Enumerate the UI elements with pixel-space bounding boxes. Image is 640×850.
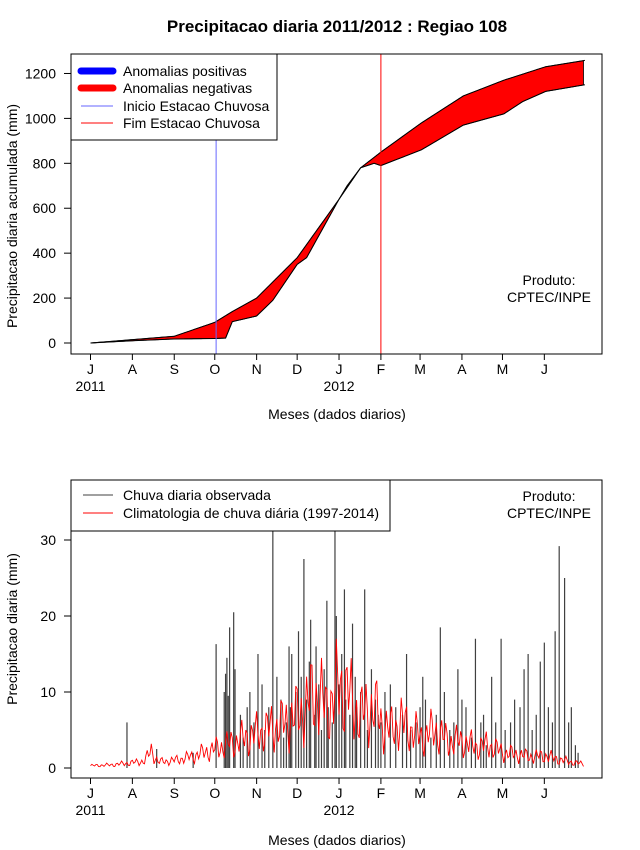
daily-annotation-line1: Produto: bbox=[523, 488, 576, 504]
cumulative-x-tick-label: D bbox=[292, 361, 302, 377]
daily-legend: Chuva diaria observada Climatologia de c… bbox=[70, 479, 391, 532]
legend-climatology-label: Climatologia de chuva diária (1997-2014) bbox=[123, 505, 379, 521]
daily-x-tick-label: A bbox=[457, 785, 467, 801]
cumulative-x-tick-label: J bbox=[541, 361, 548, 377]
cumulative-x-tick-label: M bbox=[414, 361, 426, 377]
daily-x-tick-label: A bbox=[128, 785, 138, 801]
climatology-daily-line bbox=[90, 638, 584, 768]
daily-year-label: 2011 bbox=[75, 802, 105, 818]
figure-title: Precipitacao diaria 2011/2012 : Regiao 1… bbox=[167, 17, 507, 36]
daily-x-tick-label: J bbox=[541, 785, 548, 801]
daily-x-tick-label: S bbox=[170, 785, 179, 801]
cumulative-x-tick-label: M bbox=[497, 361, 509, 377]
daily-x-tick-label: J bbox=[87, 785, 94, 801]
daily-y-tick-label: 10 bbox=[40, 684, 56, 700]
legend-positive-label: Anomalias positivas bbox=[123, 63, 247, 79]
cumulative-year-label: 2011 bbox=[75, 378, 105, 394]
daily-y-tick-label: 0 bbox=[48, 760, 56, 776]
cumulative-x-tick-label: A bbox=[128, 361, 138, 377]
daily-x-tick-label: F bbox=[377, 785, 386, 801]
cumulative-y-tick-label: 400 bbox=[33, 245, 57, 261]
cumulative-x-tick-label: J bbox=[87, 361, 94, 377]
daily-x-tick-label: D bbox=[292, 785, 302, 801]
daily-year-label: 2012 bbox=[323, 802, 354, 818]
daily-y-tick-label: 30 bbox=[40, 532, 56, 548]
cumulative-y-tick-label: 1000 bbox=[25, 110, 56, 126]
cumulative-year-label: 2012 bbox=[323, 378, 354, 394]
daily-x-tick-label: N bbox=[252, 785, 262, 801]
daily-x-tick-label: M bbox=[497, 785, 509, 801]
cumulative-x-tick-label: A bbox=[457, 361, 467, 377]
cumulative-x-tick-label: N bbox=[252, 361, 262, 377]
legend-start-label: Inicio Estacao Chuvosa bbox=[123, 98, 270, 114]
cumulative-x-label: Meses (dados diarios) bbox=[268, 406, 406, 422]
daily-legend-box bbox=[70, 479, 391, 532]
cumulative-y-tick-label: 800 bbox=[33, 155, 57, 171]
cumulative-x-tick-label: S bbox=[170, 361, 179, 377]
daily-x-tick-label: M bbox=[414, 785, 426, 801]
cumulative-x-tick-label: F bbox=[377, 361, 386, 377]
cumulative-x-tick-label: J bbox=[336, 361, 343, 377]
cumulative-annotation-line2: CPTEC/INPE bbox=[507, 289, 591, 305]
cumulative-annotation-line1: Produto: bbox=[523, 272, 576, 288]
daily-annotation-line2: CPTEC/INPE bbox=[507, 505, 591, 521]
daily-x-tick-label: O bbox=[209, 785, 220, 801]
daily-y-label: Precipitacao diaria (mm) bbox=[4, 553, 20, 705]
cumulative-legend: Anomalias positivas Anomalias negativas … bbox=[70, 53, 278, 141]
legend-observed-label: Chuva diaria observada bbox=[123, 487, 271, 503]
observed-cumulative-line bbox=[90, 84, 585, 344]
cumulative-y-label: Precipitacao diaria acumulada (mm) bbox=[4, 104, 20, 328]
cumulative-y-tick-label: 200 bbox=[33, 290, 57, 306]
cumulative-y-tick-label: 1200 bbox=[25, 65, 56, 81]
daily-y-tick-label: 20 bbox=[40, 608, 56, 624]
daily-x-tick-label: J bbox=[336, 785, 343, 801]
legend-end-label: Fim Estacao Chuvosa bbox=[123, 115, 260, 131]
daily-x-label: Meses (dados diarios) bbox=[268, 832, 406, 848]
cumulative-y-tick-label: 0 bbox=[48, 335, 56, 351]
cumulative-y-tick-label: 600 bbox=[33, 200, 57, 216]
cumulative-x-tick-label: O bbox=[209, 361, 220, 377]
legend-negative-label: Anomalias negativas bbox=[123, 80, 252, 96]
